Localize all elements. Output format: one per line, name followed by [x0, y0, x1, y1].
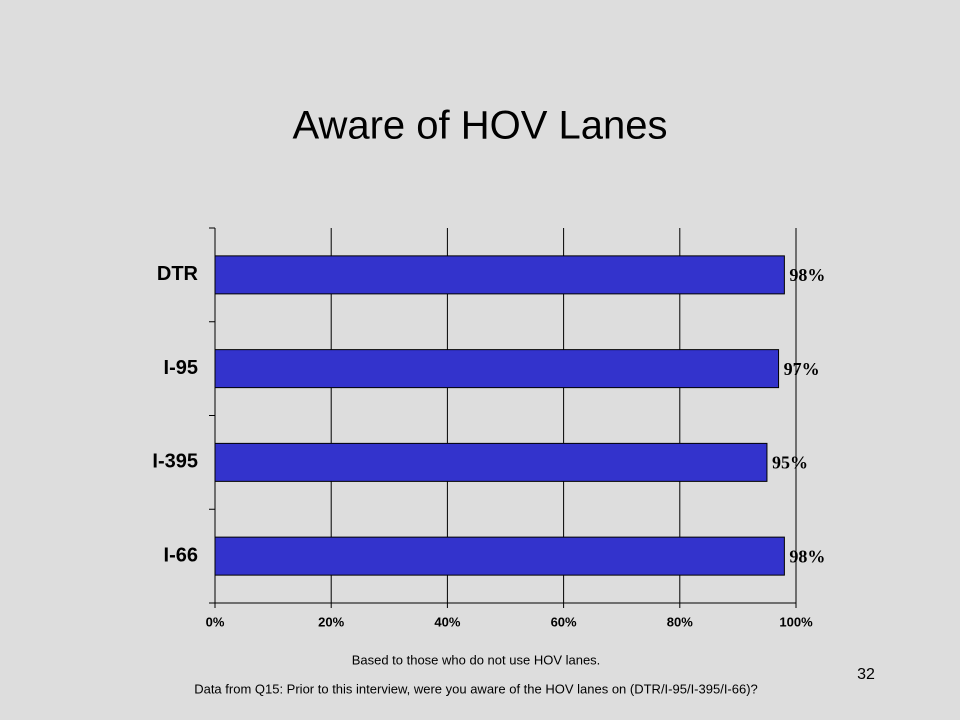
footnote: Based to those who do not use HOV lanes.: [352, 652, 601, 667]
value-label: 98%: [789, 265, 825, 285]
footnote: Data from Q15: Prior to this interview, …: [194, 681, 758, 696]
page-number: 32: [857, 666, 875, 683]
bar: [214, 255, 785, 295]
bar: [214, 349, 780, 389]
x-tick-label: 100%: [779, 614, 813, 629]
value-label: 95%: [772, 453, 808, 473]
x-tick-label: 20%: [318, 614, 344, 629]
x-tick-label: 60%: [551, 614, 577, 629]
value-label: 97%: [784, 359, 820, 379]
y-tick-label: I-66: [164, 544, 198, 566]
x-tick-label: 0%: [206, 614, 225, 629]
y-tick-label: I-395: [152, 451, 198, 473]
chart-title: Aware of HOV Lanes: [292, 104, 667, 148]
y-tick-label: DTR: [157, 263, 199, 285]
bar: [214, 536, 785, 576]
value-label: 98%: [789, 546, 825, 566]
bar: [214, 442, 768, 482]
x-tick-label: 40%: [434, 614, 460, 629]
y-tick-label: I-95: [164, 357, 198, 379]
x-tick-label: 80%: [667, 614, 693, 629]
